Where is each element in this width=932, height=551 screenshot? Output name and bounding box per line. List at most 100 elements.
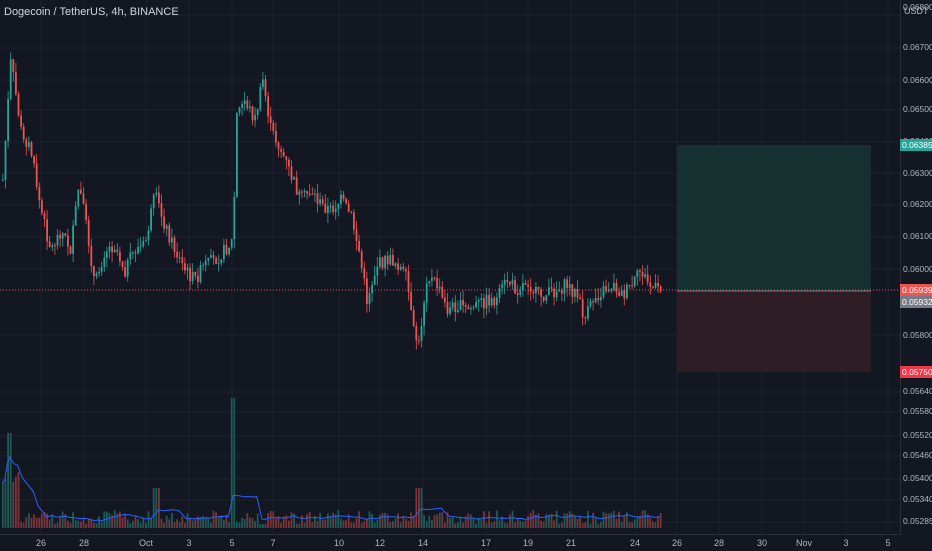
volume-bar <box>540 520 542 528</box>
candle-body <box>155 192 158 195</box>
volume-bar <box>459 517 462 528</box>
target-price-badge[interactable]: 0.06385 <box>900 139 932 151</box>
volume-bar <box>592 512 594 528</box>
volume-bar <box>368 511 371 528</box>
volume-bar <box>657 517 659 528</box>
price-label: 0.05800 <box>903 330 932 340</box>
candle-body <box>485 294 488 309</box>
candle-body <box>59 234 61 239</box>
volume-bar <box>165 515 168 528</box>
candle-body <box>173 237 176 252</box>
volume-bar <box>488 511 490 528</box>
volume-bar <box>600 521 602 528</box>
volume-bar <box>501 516 503 528</box>
time-axis[interactable]: 26 28 Oct 3 5 7 10 12 14 17 19 21 24 26 … <box>0 534 900 551</box>
volume-bar <box>425 521 428 528</box>
volume-bar <box>631 522 633 528</box>
target-zone[interactable] <box>677 145 871 291</box>
volume-bar <box>636 516 639 528</box>
volume-bar <box>532 510 535 528</box>
volume-bar <box>116 513 119 528</box>
current-price-badge[interactable]: 0.05939 <box>900 284 932 296</box>
candle-body <box>95 273 98 277</box>
candle-body <box>132 252 134 254</box>
candle-body <box>433 277 436 279</box>
entry-price-badge[interactable]: 0.05932 <box>900 296 932 308</box>
candle-body <box>56 234 59 246</box>
volume-bar <box>496 510 498 528</box>
volume-bar <box>178 522 181 528</box>
candle-body <box>293 177 295 180</box>
candle-body <box>535 286 537 294</box>
volume-bar <box>644 510 646 528</box>
candle-body <box>386 255 389 265</box>
candle-body <box>145 240 147 242</box>
candle-body <box>438 286 441 289</box>
candle-body <box>441 286 444 298</box>
time-label: 3 <box>843 538 849 548</box>
volume-bar <box>80 521 82 528</box>
candle-body <box>246 100 249 109</box>
candle-body <box>542 296 545 301</box>
volume-bar <box>410 512 412 528</box>
candle-body <box>275 131 277 143</box>
volume-bar <box>428 515 431 528</box>
volume-bar <box>4 478 7 528</box>
candle-body <box>480 298 483 301</box>
symbol-title[interactable]: Dogecoin / TetherUS, 4h, BINANCE <box>4 6 179 18</box>
volume-bar <box>90 520 93 528</box>
price-axis[interactable] <box>900 0 932 534</box>
volume-bar <box>498 520 501 528</box>
volume-bar <box>483 511 485 528</box>
candle-body <box>566 279 568 288</box>
volume-bar <box>275 518 277 528</box>
candle-body <box>584 317 587 319</box>
candle-body <box>30 142 33 156</box>
candle-body <box>15 72 17 95</box>
stop-zone[interactable] <box>677 291 871 372</box>
volume-bar <box>493 521 496 528</box>
candle-body <box>355 229 358 241</box>
candle-body <box>631 285 633 287</box>
volume-bar <box>407 520 410 528</box>
volume-bar <box>259 523 262 528</box>
volume-bar <box>472 518 475 528</box>
volume-bar <box>623 515 626 528</box>
candle-body <box>243 100 246 105</box>
candle-body <box>641 272 644 277</box>
candle-body <box>397 263 399 270</box>
candle-body <box>496 297 498 306</box>
candle-body <box>74 206 77 226</box>
volume-bar <box>587 510 589 528</box>
candle-body <box>462 300 464 306</box>
volume-bar <box>620 521 623 528</box>
candle-body <box>501 284 503 288</box>
candle-body <box>204 260 207 266</box>
volume-bar <box>230 398 233 528</box>
volume-bar <box>514 522 516 528</box>
candle-body <box>269 116 272 123</box>
candle-body <box>561 289 563 294</box>
candle-body <box>488 294 490 306</box>
candle-body <box>277 142 280 150</box>
candle-body <box>345 198 347 204</box>
candle-body <box>475 301 477 308</box>
candle-body <box>82 193 85 204</box>
volume-bar <box>462 522 464 528</box>
candle-body <box>147 230 150 241</box>
candle-body <box>644 274 646 277</box>
volume-bar <box>444 522 446 528</box>
volume-bar <box>290 512 293 528</box>
candle-body <box>61 233 64 239</box>
candle-body <box>623 290 626 299</box>
volume-bar <box>137 519 139 528</box>
candle-body <box>527 284 529 287</box>
volume-bar <box>155 488 158 528</box>
candle-body <box>251 106 254 121</box>
candle-body <box>420 325 423 341</box>
volume-bar <box>347 514 350 528</box>
stop-price-badge[interactable]: 0.05750 <box>900 366 932 378</box>
candle-body <box>4 141 7 180</box>
volume-bar <box>470 514 472 528</box>
price-chart-canvas[interactable] <box>0 0 900 534</box>
